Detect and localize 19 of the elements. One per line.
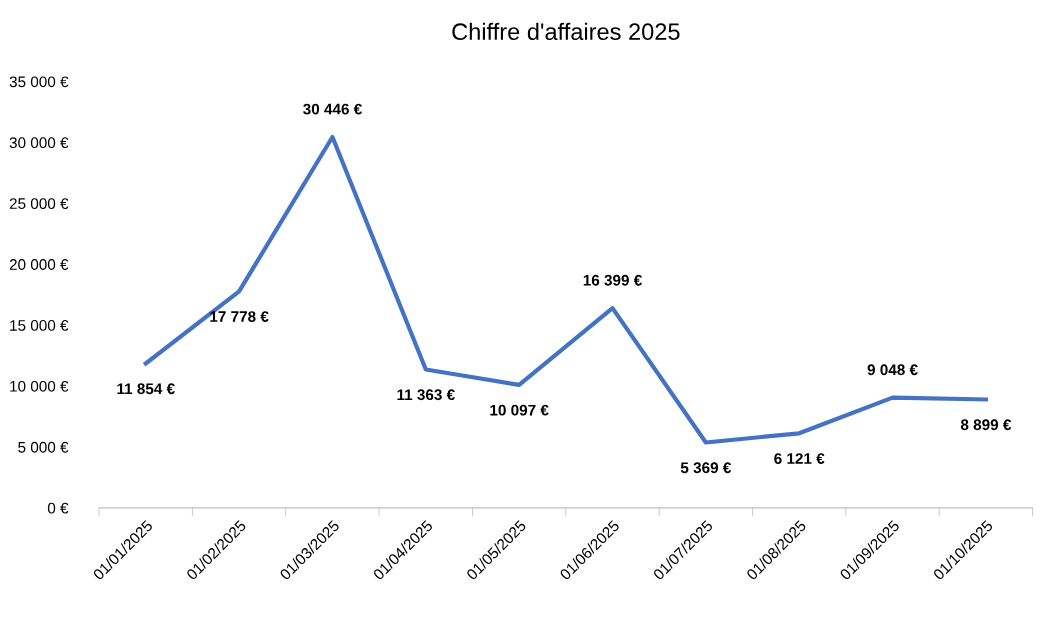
data-label: 30 446 €	[303, 103, 362, 115]
data-label: 11 854 €	[117, 383, 175, 395]
y-tick-label: 0 €	[47, 502, 69, 514]
y-tick-label: 25 000 €	[9, 198, 69, 210]
chart-title: Chiffre d'affaires 2025	[452, 22, 680, 41]
data-label: 6 121 €	[774, 453, 825, 464]
y-tick-label: 10 000 €	[10, 380, 69, 392]
y-tick-label: 35 000 €	[9, 76, 69, 88]
data-label: 16 399 €	[583, 274, 642, 286]
y-tick-label: 20 000 €	[9, 259, 69, 270]
data-label: 17 778 €	[210, 311, 269, 322]
data-label: 8 899 €	[960, 419, 1012, 431]
y-tick-label: 5 000 €	[18, 441, 69, 453]
data-label: 9 048 €	[867, 364, 918, 376]
y-tick-label: 15 000 €	[10, 320, 69, 331]
y-tick-label: 30 000 €	[9, 137, 69, 149]
data-label: 11 363 €	[397, 389, 455, 401]
data-label: 10 097 €	[490, 404, 549, 416]
data-label: 5 369 €	[680, 462, 732, 474]
